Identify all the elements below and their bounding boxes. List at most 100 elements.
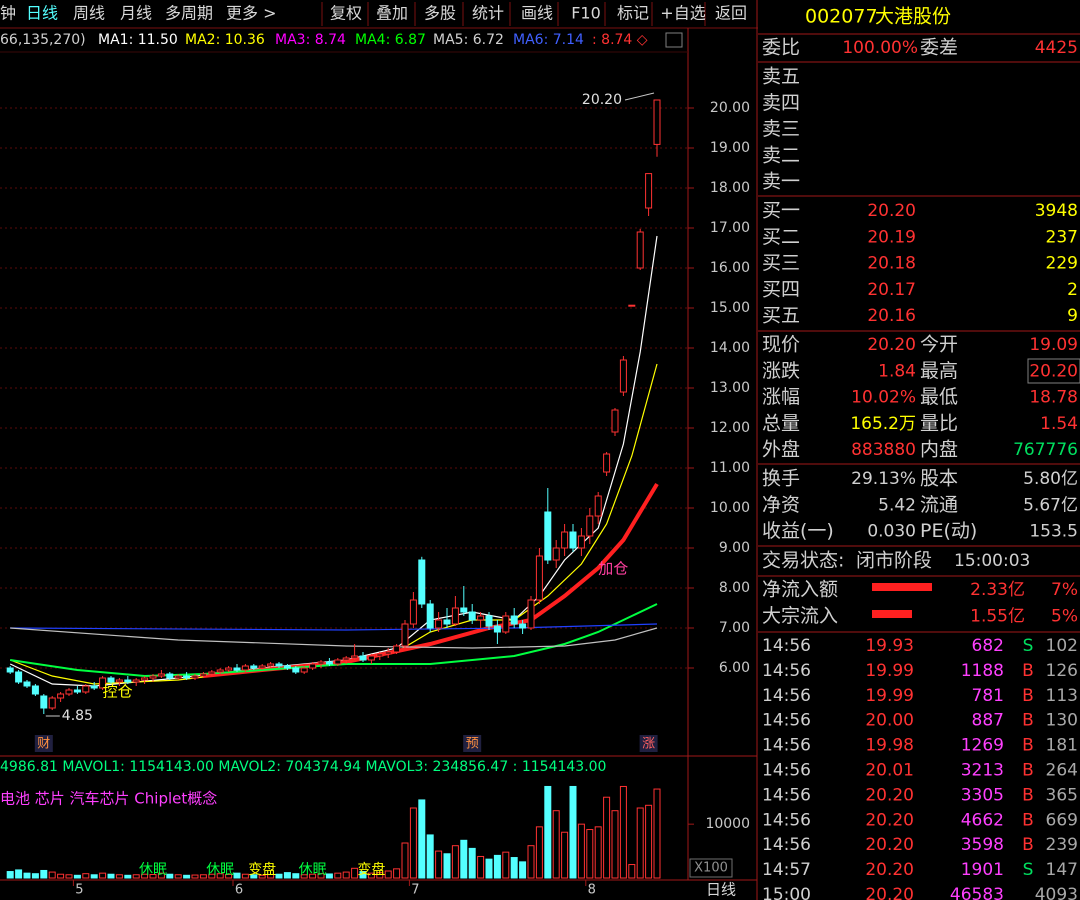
candle-body xyxy=(544,511,552,561)
toolbar-button[interactable]: 复权 xyxy=(330,4,362,23)
event-badge xyxy=(463,735,482,752)
buy-volume: 237 xyxy=(1046,227,1078,247)
value: 0.030 xyxy=(867,522,916,542)
candle-body xyxy=(527,599,535,629)
candle-body xyxy=(435,619,443,629)
volume-bar xyxy=(15,869,23,879)
value: 10.02% xyxy=(851,388,916,408)
volume-bar xyxy=(90,874,98,879)
period-tab[interactable]: 日线 xyxy=(26,4,58,23)
volume-bar xyxy=(636,807,644,879)
candle-body xyxy=(401,623,409,647)
candle-body xyxy=(645,173,653,209)
candle-body xyxy=(107,677,115,683)
y-tick-label: 8.00 xyxy=(719,580,750,596)
volume-bar xyxy=(57,873,65,879)
candle-body xyxy=(468,611,476,621)
y-tick-label: 6.00 xyxy=(719,660,750,676)
toolbar-button[interactable]: 返回 xyxy=(715,4,747,23)
volume-bar xyxy=(334,872,342,879)
candle-body xyxy=(342,657,350,661)
volume-bar xyxy=(435,850,443,879)
label: 净资 xyxy=(762,494,800,516)
volume-bar xyxy=(426,834,434,879)
volume-bar xyxy=(300,874,308,879)
candle-body xyxy=(519,623,527,629)
tick-cell: 3305 xyxy=(961,785,1004,805)
candle-body xyxy=(317,661,325,665)
candle-body xyxy=(611,409,619,433)
toolbar-button[interactable]: 标记 xyxy=(617,4,649,23)
toolbar-button[interactable]: 叠加 xyxy=(376,4,408,23)
y-tick-label: 18.00 xyxy=(710,180,750,196)
ma-line xyxy=(10,603,658,678)
tick-cell: 20.20 xyxy=(865,810,914,830)
tick-cell: 46583 xyxy=(950,885,1004,900)
y-tick-label: 16.00 xyxy=(710,260,750,276)
volume-bar xyxy=(48,871,56,879)
y-tick-label: 7.00 xyxy=(719,620,750,636)
y-tick-label: 20.00 xyxy=(710,100,750,116)
volume-bar xyxy=(99,872,107,879)
candle-body xyxy=(57,693,65,699)
candle-body xyxy=(157,673,165,677)
value: 5.67亿 xyxy=(1023,495,1078,515)
volume-bar xyxy=(199,874,207,879)
label: 净流入额 xyxy=(762,579,838,601)
buy-volume: 3948 xyxy=(1035,201,1078,221)
ma-header: MA6: 7.14 xyxy=(513,32,584,48)
tick-cell: 19.98 xyxy=(865,736,914,756)
candle-body xyxy=(283,665,291,669)
tick-cell: 20.20 xyxy=(865,860,914,880)
buy-price: 20.17 xyxy=(867,280,916,300)
period-tab[interactable]: 多周期 xyxy=(165,4,213,23)
volume-bar xyxy=(409,807,417,879)
value: 2.33亿 xyxy=(970,580,1025,600)
toolbar-button[interactable]: +自选 xyxy=(660,4,705,23)
volume-bar xyxy=(283,872,291,879)
volume-bar xyxy=(594,826,602,879)
sell-level: 卖五 xyxy=(762,66,800,88)
toolbar-button[interactable]: 多股 xyxy=(424,4,456,23)
volume-bar xyxy=(6,871,14,879)
volume-bar xyxy=(628,864,636,879)
month-label: 6 xyxy=(235,883,243,898)
candle-body xyxy=(393,645,401,653)
toolbar-button[interactable]: 画线 xyxy=(521,4,553,23)
unit-label: X100 xyxy=(694,861,728,876)
value: 1.84 xyxy=(878,361,916,381)
y-tick-label: 15.00 xyxy=(710,300,750,316)
volume-bar xyxy=(124,874,132,879)
ma-header: MA3: 8.74 xyxy=(275,32,346,48)
period-button[interactable]: 日线 xyxy=(706,881,736,899)
candle-body xyxy=(258,665,266,669)
volume-bar xyxy=(619,785,627,879)
value: 883880 xyxy=(851,440,916,460)
label: 大宗流入 xyxy=(762,605,838,627)
candle-body xyxy=(48,697,56,709)
ma-header: MA4: 6.87 xyxy=(355,32,426,48)
period-tab[interactable]: 更多 > xyxy=(226,4,277,23)
volume-bar xyxy=(82,873,90,879)
period-tab[interactable]: 钟 xyxy=(0,4,16,23)
candle-body xyxy=(292,667,300,673)
candle-body xyxy=(628,304,636,307)
candle-body xyxy=(65,689,73,695)
toolbar-button[interactable]: 统计 xyxy=(472,4,504,23)
volume-bar xyxy=(342,871,350,879)
toolbar-button[interactable]: F10 xyxy=(571,4,601,23)
period-tab[interactable]: 周线 xyxy=(73,4,105,23)
ma-header: 66,135,270) xyxy=(0,32,86,48)
period-tab[interactable]: 月线 xyxy=(120,4,152,23)
volume-bar xyxy=(241,873,249,879)
volume-signal: 变盘 xyxy=(357,861,385,878)
label: 内盘 xyxy=(920,439,958,461)
value: 20.20 xyxy=(1029,361,1078,381)
buy-level: 买一 xyxy=(762,200,800,222)
candle-body xyxy=(23,681,31,687)
settings-box[interactable] xyxy=(665,32,683,48)
tick-cell: 20.01 xyxy=(865,761,914,781)
volume-bar xyxy=(267,874,275,879)
volume-bar xyxy=(73,874,81,879)
